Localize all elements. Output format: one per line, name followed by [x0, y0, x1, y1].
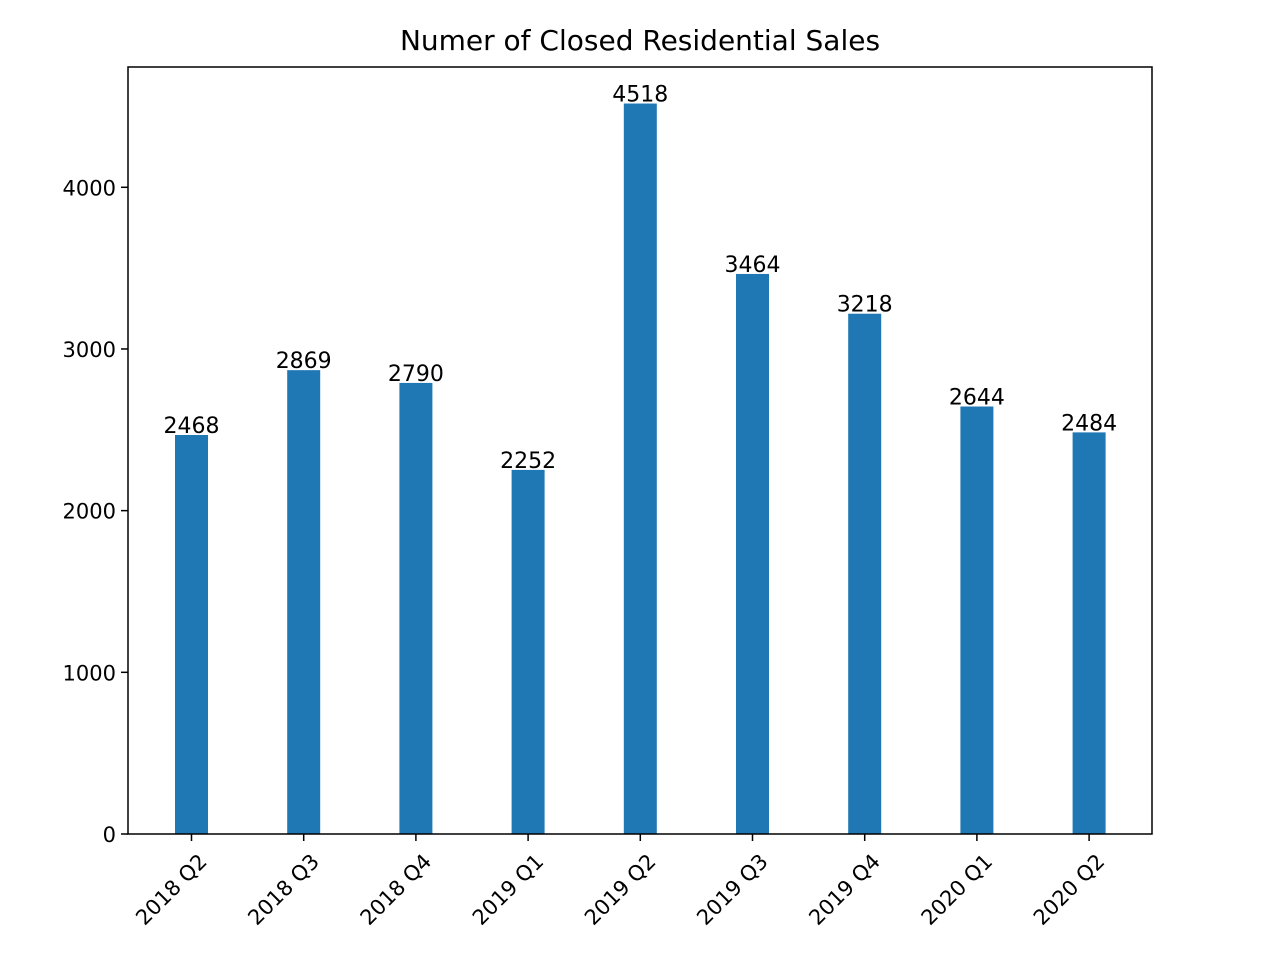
- x-tick-label: 2018 Q2: [131, 849, 212, 930]
- bar-2018-q3: [287, 370, 321, 834]
- bar-2019-q1: [511, 469, 545, 834]
- bar-2019-q3: [736, 273, 769, 834]
- data-label: 2484: [1061, 411, 1117, 436]
- bar-2019-q2: [623, 103, 657, 835]
- y-tick-label: 3000: [63, 338, 116, 362]
- bar-2018-q2: [175, 434, 208, 834]
- bar-2020-q1: [960, 406, 994, 834]
- data-label: 4518: [612, 83, 668, 108]
- x-tick-label: 2020 Q2: [1029, 849, 1110, 930]
- y-tick-label: 4000: [63, 176, 116, 200]
- y-tick-label: 0: [103, 823, 116, 847]
- data-label: 3464: [725, 253, 781, 278]
- x-tick-label: 2018 Q3: [243, 849, 324, 930]
- bar-2019-q4: [848, 313, 882, 835]
- ticks-group: 2018 Q2 2018 Q3 2018 Q4 2019 Q1 2019 Q2 2019 …: [63, 176, 1110, 930]
- data-label: 2644: [949, 386, 1005, 411]
- data-label: 3218: [837, 293, 893, 318]
- plot-frame: [127, 66, 1153, 835]
- data-label: 2869: [276, 349, 332, 374]
- y-tick-label: 2000: [63, 500, 116, 524]
- x-tick-label: 2019 Q4: [804, 849, 885, 930]
- bar-2018-q4: [399, 382, 433, 834]
- x-tick-label: 2019 Q2: [580, 849, 661, 930]
- bar-2020-q2: [1072, 432, 1106, 834]
- data-label: 2790: [388, 362, 444, 387]
- chart-title: Numer of Closed Residential Sales: [400, 24, 880, 57]
- x-tick-label: 2019 Q3: [692, 849, 773, 930]
- data-label: 2468: [164, 414, 220, 439]
- data-label: 2252: [500, 449, 556, 474]
- y-tick-label: 1000: [63, 661, 116, 685]
- x-tick-label: 2018 Q4: [356, 849, 437, 930]
- bars-group: [175, 103, 1106, 835]
- x-tick-label: 2019 Q1: [468, 849, 549, 930]
- data-labels-group: 2468 2869 2790 2252 4518 3464 3218 2644 2484: [164, 83, 1118, 474]
- x-tick-label: 2020 Q1: [917, 849, 998, 930]
